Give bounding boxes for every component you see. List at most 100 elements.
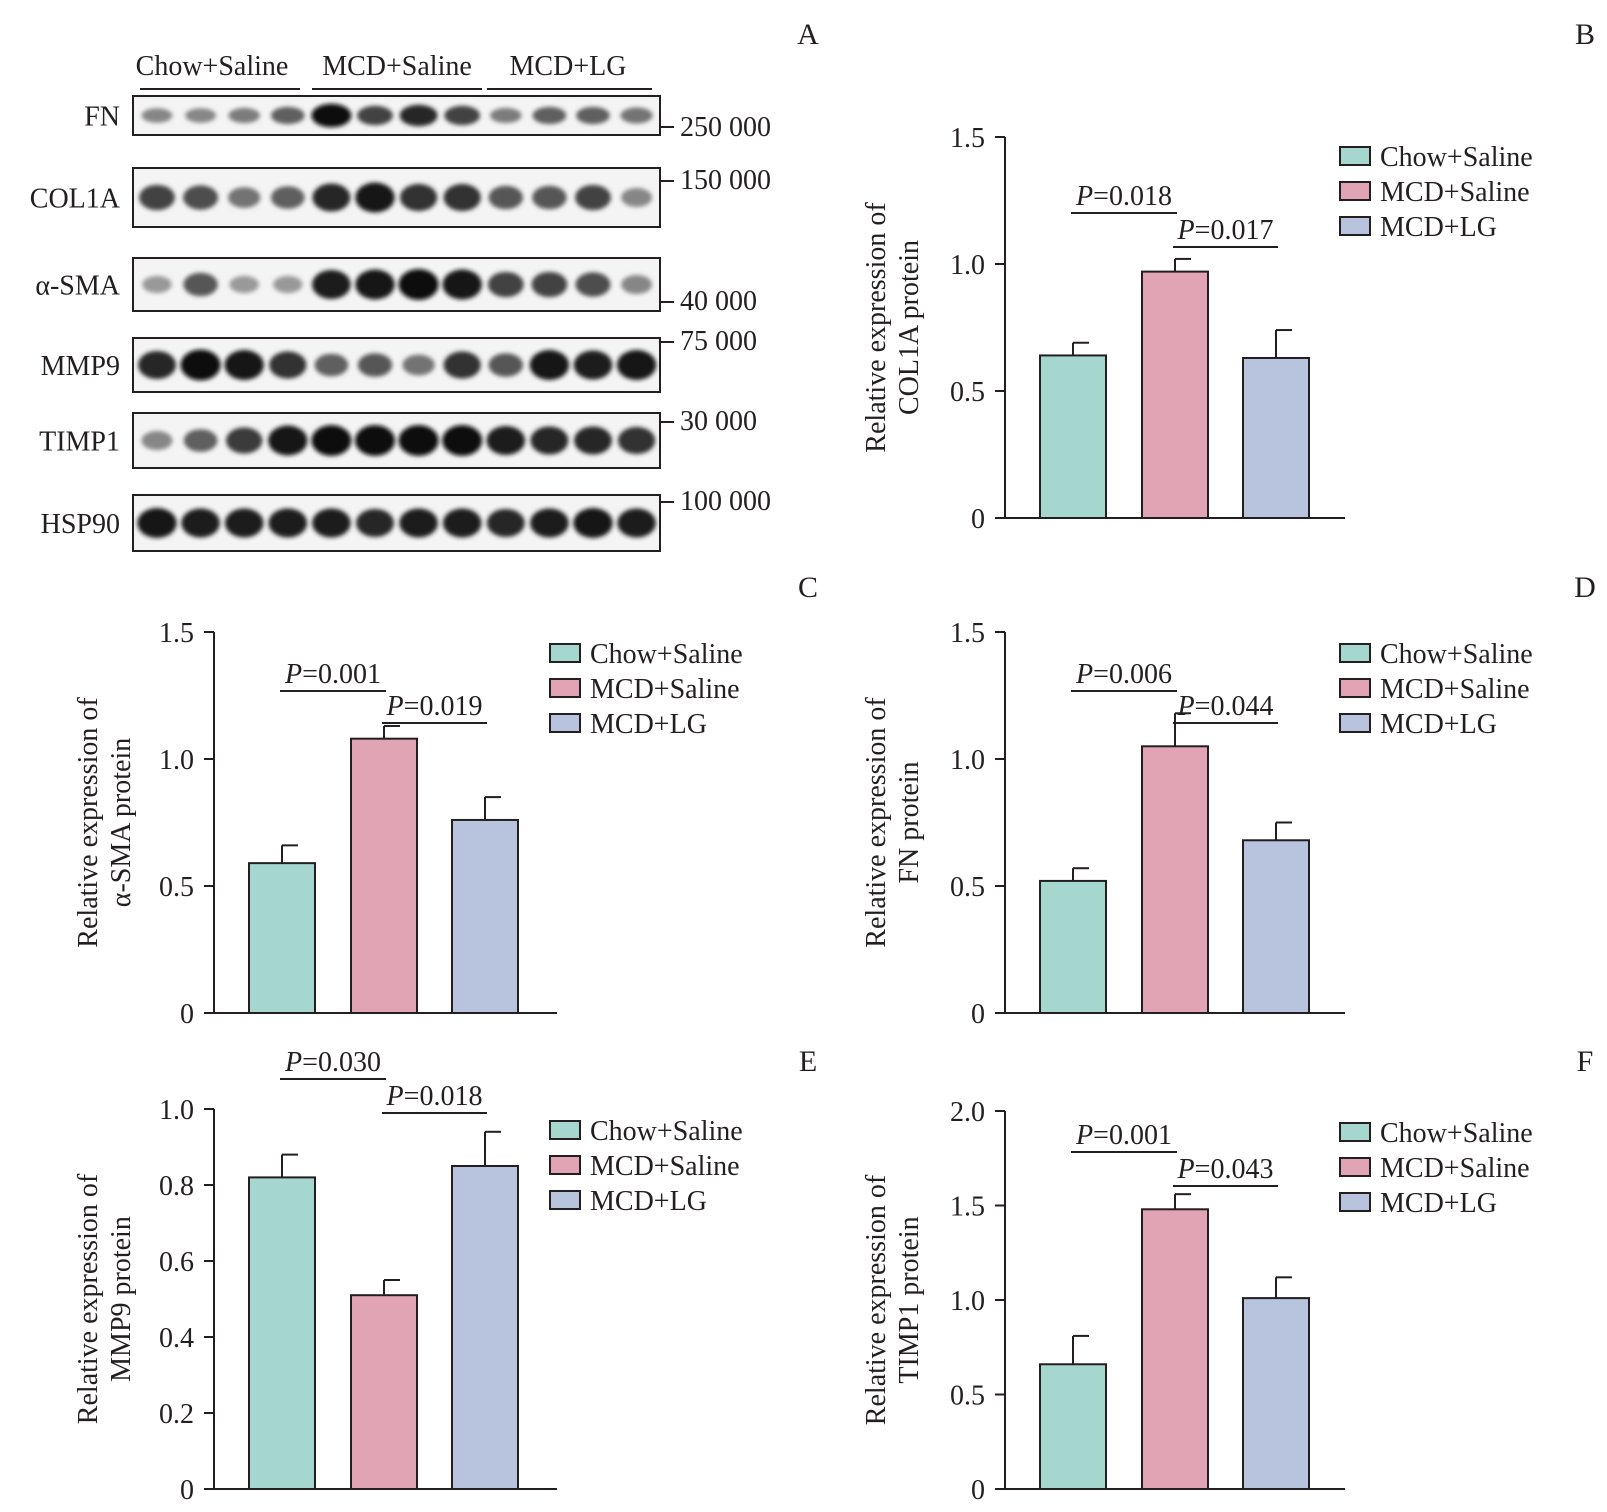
legend-swatch-chow-saline — [1339, 1122, 1371, 1142]
blot-band — [224, 508, 264, 538]
y-tick-label: 0.5 — [950, 872, 985, 903]
y-axis-label: Relative expression ofMMP9 protein — [73, 1173, 137, 1424]
blot-band — [355, 269, 395, 300]
y-tick-label: 1.5 — [950, 618, 985, 649]
blot-band — [444, 105, 481, 126]
blot-band — [398, 425, 439, 456]
blot-band — [486, 426, 526, 455]
y-axis-label-line: COL1A protein — [894, 240, 925, 415]
bar-chow-saline — [248, 862, 316, 1015]
legend-label: Chow+Saline — [1380, 1118, 1533, 1149]
bar-mcd-lg — [1242, 839, 1310, 1015]
p-equals: = — [1195, 215, 1211, 246]
blot-band — [621, 275, 653, 294]
blot-band — [228, 187, 261, 208]
blot-band — [225, 427, 263, 454]
blot-band — [312, 508, 351, 538]
p-equals: = — [302, 659, 318, 690]
chart-panel-c: C 0 0.5 1.0 1.5 Relative expression ofα-SMA p… — [73, 571, 818, 1030]
y-tick-label: 1.0 — [950, 250, 985, 281]
y-axis-label-line: α-SMA protein — [106, 738, 137, 907]
p-value-annotation: P=0.044 — [1177, 691, 1274, 722]
blot-band — [139, 184, 175, 211]
blot-band — [355, 182, 395, 213]
legend-swatch-mcd-saline — [1339, 1157, 1371, 1177]
y-axis-label-line: Relative expression of — [73, 1173, 104, 1424]
y-tick-label: 1.0 — [159, 745, 194, 776]
bar-mcd-lg — [1242, 356, 1310, 520]
y-tick-label: 1.0 — [950, 745, 985, 776]
legend-label: MCD+Saline — [1380, 1153, 1530, 1184]
legend-swatch-chow-saline — [549, 643, 581, 663]
p-value: 0.001 — [1109, 1120, 1172, 1151]
blot-band — [399, 508, 438, 538]
blot-band — [575, 272, 611, 297]
p-symbol: P — [1075, 181, 1093, 212]
y-tick-label: 0.4 — [159, 1323, 194, 1354]
molecular-weight-marker: 30 000 — [680, 406, 757, 437]
p-symbol: P — [386, 1081, 404, 1112]
bar-mcd-saline — [1141, 270, 1209, 519]
panel-label: D — [1574, 571, 1596, 604]
blot-band — [398, 269, 439, 300]
blot-membrane — [132, 167, 661, 228]
p-value-annotation: P=0.001 — [284, 659, 381, 690]
blot-band — [183, 272, 218, 297]
legend: Chow+Saline MCD+Saline MCD+LG — [549, 639, 743, 740]
legend: Chow+Saline MCD+Saline MCD+LG — [1339, 1118, 1533, 1219]
western-blot-content: Chow+Saline MCD+Saline MCD+LG FN 250 000 COL1… — [30, 51, 771, 552]
legend-label: MCD+Saline — [590, 1151, 740, 1182]
p-value: 0.019 — [419, 691, 482, 722]
bar-mcd-saline — [350, 1294, 418, 1490]
legend-label: MCD+Saline — [1380, 674, 1530, 705]
molecular-weight-marker: 150 000 — [680, 165, 771, 196]
panel-label: B — [1575, 18, 1595, 51]
legend-swatch-mcd-lg — [549, 1190, 581, 1210]
blot-group-label-mcd-lg: MCD+LG — [510, 51, 627, 82]
bar-chow-saline — [1039, 354, 1107, 519]
blot-band — [269, 351, 307, 379]
legend-swatch-mcd-lg — [549, 713, 581, 733]
p-symbol: P — [1177, 691, 1195, 722]
p-value: 0.017 — [1210, 215, 1273, 246]
panel-label: C — [798, 571, 818, 604]
blot-band — [532, 185, 567, 210]
blot-band — [141, 431, 173, 450]
blot-band — [180, 349, 221, 381]
blot-band — [183, 429, 218, 452]
p-value-annotation: P=0.001 — [1075, 1120, 1172, 1151]
blot-band — [270, 106, 305, 125]
y-axis-label-line: Relative expression of — [861, 697, 892, 948]
bar-mcd-saline — [1141, 745, 1209, 1014]
bar-mcd-saline — [350, 737, 418, 1014]
p-value: 0.044 — [1210, 691, 1273, 722]
y-tick-label: 1.5 — [950, 123, 985, 154]
blot-band — [142, 275, 172, 294]
chart-panel-b: B 0 0.5 1.0 1.5 Relative expression ofCOL1A p… — [861, 18, 1595, 535]
blot-row-col1a: COL1A 150 000 — [30, 165, 771, 228]
p-equals: = — [1093, 181, 1109, 212]
p-symbol: P — [386, 691, 404, 722]
p-equals: = — [1195, 691, 1211, 722]
y-tick-label: 2.0 — [950, 1097, 985, 1128]
legend-swatch-mcd-lg — [1339, 1192, 1371, 1212]
blot-band — [442, 425, 483, 456]
blot-row-label: α-SMA — [35, 271, 120, 302]
blot-band — [229, 275, 259, 294]
p-value-annotation: P=0.006 — [1075, 659, 1172, 690]
p-symbol: P — [1177, 1154, 1195, 1185]
blot-band — [574, 426, 612, 455]
y-tick-label: 0.5 — [950, 1381, 985, 1412]
blot-band — [531, 271, 568, 298]
y-tick-label: 1.5 — [950, 1192, 985, 1223]
bar-chow-saline — [1039, 879, 1107, 1014]
legend-label: MCD+Saline — [590, 674, 740, 705]
blot-band — [268, 508, 308, 538]
blot-band — [443, 351, 481, 379]
y-axis-label: Relative expression ofCOL1A protein — [861, 202, 925, 453]
panel-label: E — [799, 1045, 817, 1078]
blot-band — [183, 185, 219, 210]
blot-band — [530, 508, 569, 538]
